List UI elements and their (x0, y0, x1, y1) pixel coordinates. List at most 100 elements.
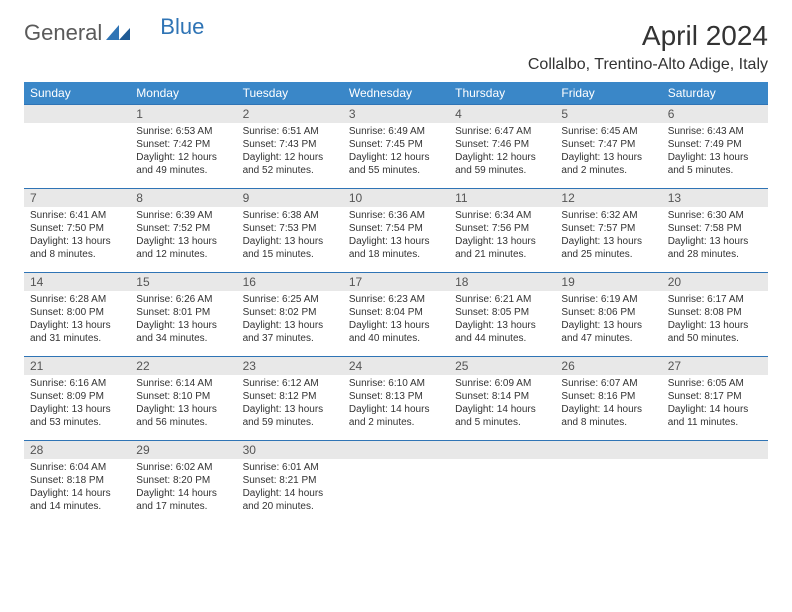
day-number-bar (449, 440, 555, 459)
day-number-bar: 21 (24, 356, 130, 375)
sunset-line: Sunset: 8:10 PM (136, 390, 230, 403)
sunset-line: Sunset: 7:43 PM (243, 138, 337, 151)
daylight-line: Daylight: 13 hours and 25 minutes. (561, 235, 655, 261)
calendar-week-row: 1Sunrise: 6:53 AMSunset: 7:42 PMDaylight… (24, 104, 768, 188)
calendar-table: SundayMondayTuesdayWednesdayThursdayFrid… (24, 82, 768, 524)
day-number-bar: 10 (343, 188, 449, 207)
sunset-line: Sunset: 7:50 PM (30, 222, 124, 235)
daylight-line: Daylight: 14 hours and 5 minutes. (455, 403, 549, 429)
day-details: Sunrise: 6:34 AMSunset: 7:56 PMDaylight:… (449, 207, 555, 265)
day-number-bar: 26 (555, 356, 661, 375)
day-details: Sunrise: 6:16 AMSunset: 8:09 PMDaylight:… (24, 375, 130, 433)
day-details: Sunrise: 6:43 AMSunset: 7:49 PMDaylight:… (662, 123, 768, 181)
calendar-header-row: SundayMondayTuesdayWednesdayThursdayFrid… (24, 82, 768, 104)
sunrise-line: Sunrise: 6:12 AM (243, 377, 337, 390)
day-number-bar (24, 104, 130, 123)
calendar-day-cell: 5Sunrise: 6:45 AMSunset: 7:47 PMDaylight… (555, 104, 661, 188)
calendar-day-cell: 12Sunrise: 6:32 AMSunset: 7:57 PMDayligh… (555, 188, 661, 272)
sunrise-line: Sunrise: 6:21 AM (455, 293, 549, 306)
calendar-day-cell: 19Sunrise: 6:19 AMSunset: 8:06 PMDayligh… (555, 272, 661, 356)
day-details: Sunrise: 6:39 AMSunset: 7:52 PMDaylight:… (130, 207, 236, 265)
daylight-line: Daylight: 12 hours and 59 minutes. (455, 151, 549, 177)
calendar-day-cell: 30Sunrise: 6:01 AMSunset: 8:21 PMDayligh… (237, 440, 343, 524)
daylight-line: Daylight: 14 hours and 20 minutes. (243, 487, 337, 513)
calendar-day-cell: 1Sunrise: 6:53 AMSunset: 7:42 PMDaylight… (130, 104, 236, 188)
sunset-line: Sunset: 8:05 PM (455, 306, 549, 319)
sunrise-line: Sunrise: 6:30 AM (668, 209, 762, 222)
day-details: Sunrise: 6:51 AMSunset: 7:43 PMDaylight:… (237, 123, 343, 181)
day-number-bar (555, 440, 661, 459)
day-number-bar: 17 (343, 272, 449, 291)
daylight-line: Daylight: 13 hours and 28 minutes. (668, 235, 762, 261)
calendar-empty-cell (449, 440, 555, 524)
sunset-line: Sunset: 7:54 PM (349, 222, 443, 235)
day-number-bar: 5 (555, 104, 661, 123)
day-details: Sunrise: 6:17 AMSunset: 8:08 PMDaylight:… (662, 291, 768, 349)
day-details: Sunrise: 6:53 AMSunset: 7:42 PMDaylight:… (130, 123, 236, 181)
sunrise-line: Sunrise: 6:17 AM (668, 293, 762, 306)
day-details: Sunrise: 6:26 AMSunset: 8:01 PMDaylight:… (130, 291, 236, 349)
sunset-line: Sunset: 8:17 PM (668, 390, 762, 403)
sunset-line: Sunset: 8:09 PM (30, 390, 124, 403)
sunset-line: Sunset: 8:06 PM (561, 306, 655, 319)
daylight-line: Daylight: 13 hours and 2 minutes. (561, 151, 655, 177)
day-details: Sunrise: 6:14 AMSunset: 8:10 PMDaylight:… (130, 375, 236, 433)
day-number-bar: 4 (449, 104, 555, 123)
sunrise-line: Sunrise: 6:49 AM (349, 125, 443, 138)
sunrise-line: Sunrise: 6:07 AM (561, 377, 655, 390)
calendar-day-cell: 13Sunrise: 6:30 AMSunset: 7:58 PMDayligh… (662, 188, 768, 272)
sunset-line: Sunset: 8:12 PM (243, 390, 337, 403)
calendar-day-cell: 9Sunrise: 6:38 AMSunset: 7:53 PMDaylight… (237, 188, 343, 272)
daylight-line: Daylight: 13 hours and 34 minutes. (136, 319, 230, 345)
sunrise-line: Sunrise: 6:04 AM (30, 461, 124, 474)
sunset-line: Sunset: 7:42 PM (136, 138, 230, 151)
day-number-bar: 6 (662, 104, 768, 123)
sunset-line: Sunset: 8:02 PM (243, 306, 337, 319)
calendar-page: General Blue April 2024 Collalbo, Trenti… (0, 0, 792, 612)
calendar-week-row: 21Sunrise: 6:16 AMSunset: 8:09 PMDayligh… (24, 356, 768, 440)
calendar-day-cell: 24Sunrise: 6:10 AMSunset: 8:13 PMDayligh… (343, 356, 449, 440)
daylight-line: Daylight: 13 hours and 40 minutes. (349, 319, 443, 345)
weekday-header: Saturday (662, 82, 768, 104)
day-details: Sunrise: 6:32 AMSunset: 7:57 PMDaylight:… (555, 207, 661, 265)
daylight-line: Daylight: 14 hours and 11 minutes. (668, 403, 762, 429)
weekday-header: Sunday (24, 82, 130, 104)
day-number-bar (662, 440, 768, 459)
day-details: Sunrise: 6:49 AMSunset: 7:45 PMDaylight:… (343, 123, 449, 181)
day-number-bar: 11 (449, 188, 555, 207)
weekday-header: Thursday (449, 82, 555, 104)
daylight-line: Daylight: 12 hours and 49 minutes. (136, 151, 230, 177)
header: General Blue April 2024 Collalbo, Trenti… (24, 20, 768, 74)
day-number-bar: 30 (237, 440, 343, 459)
sunrise-line: Sunrise: 6:26 AM (136, 293, 230, 306)
calendar-day-cell: 11Sunrise: 6:34 AMSunset: 7:56 PMDayligh… (449, 188, 555, 272)
day-details: Sunrise: 6:38 AMSunset: 7:53 PMDaylight:… (237, 207, 343, 265)
sunset-line: Sunset: 8:21 PM (243, 474, 337, 487)
day-details: Sunrise: 6:41 AMSunset: 7:50 PMDaylight:… (24, 207, 130, 265)
sunrise-line: Sunrise: 6:41 AM (30, 209, 124, 222)
calendar-empty-cell (555, 440, 661, 524)
day-number-bar: 23 (237, 356, 343, 375)
day-number-bar: 29 (130, 440, 236, 459)
day-number-bar: 24 (343, 356, 449, 375)
brand-mark-icon (106, 20, 132, 46)
day-number-bar: 27 (662, 356, 768, 375)
sunrise-line: Sunrise: 6:32 AM (561, 209, 655, 222)
day-details: Sunrise: 6:21 AMSunset: 8:05 PMDaylight:… (449, 291, 555, 349)
sunrise-line: Sunrise: 6:05 AM (668, 377, 762, 390)
calendar-day-cell: 29Sunrise: 6:02 AMSunset: 8:20 PMDayligh… (130, 440, 236, 524)
day-details: Sunrise: 6:02 AMSunset: 8:20 PMDaylight:… (130, 459, 236, 517)
calendar-day-cell: 2Sunrise: 6:51 AMSunset: 7:43 PMDaylight… (237, 104, 343, 188)
sunrise-line: Sunrise: 6:28 AM (30, 293, 124, 306)
daylight-line: Daylight: 12 hours and 52 minutes. (243, 151, 337, 177)
calendar-week-row: 14Sunrise: 6:28 AMSunset: 8:00 PMDayligh… (24, 272, 768, 356)
sunset-line: Sunset: 8:08 PM (668, 306, 762, 319)
calendar-day-cell: 6Sunrise: 6:43 AMSunset: 7:49 PMDaylight… (662, 104, 768, 188)
calendar-day-cell: 20Sunrise: 6:17 AMSunset: 8:08 PMDayligh… (662, 272, 768, 356)
day-number-bar: 28 (24, 440, 130, 459)
day-details: Sunrise: 6:47 AMSunset: 7:46 PMDaylight:… (449, 123, 555, 181)
daylight-line: Daylight: 13 hours and 59 minutes. (243, 403, 337, 429)
calendar-day-cell: 28Sunrise: 6:04 AMSunset: 8:18 PMDayligh… (24, 440, 130, 524)
daylight-line: Daylight: 14 hours and 14 minutes. (30, 487, 124, 513)
sunset-line: Sunset: 7:53 PM (243, 222, 337, 235)
